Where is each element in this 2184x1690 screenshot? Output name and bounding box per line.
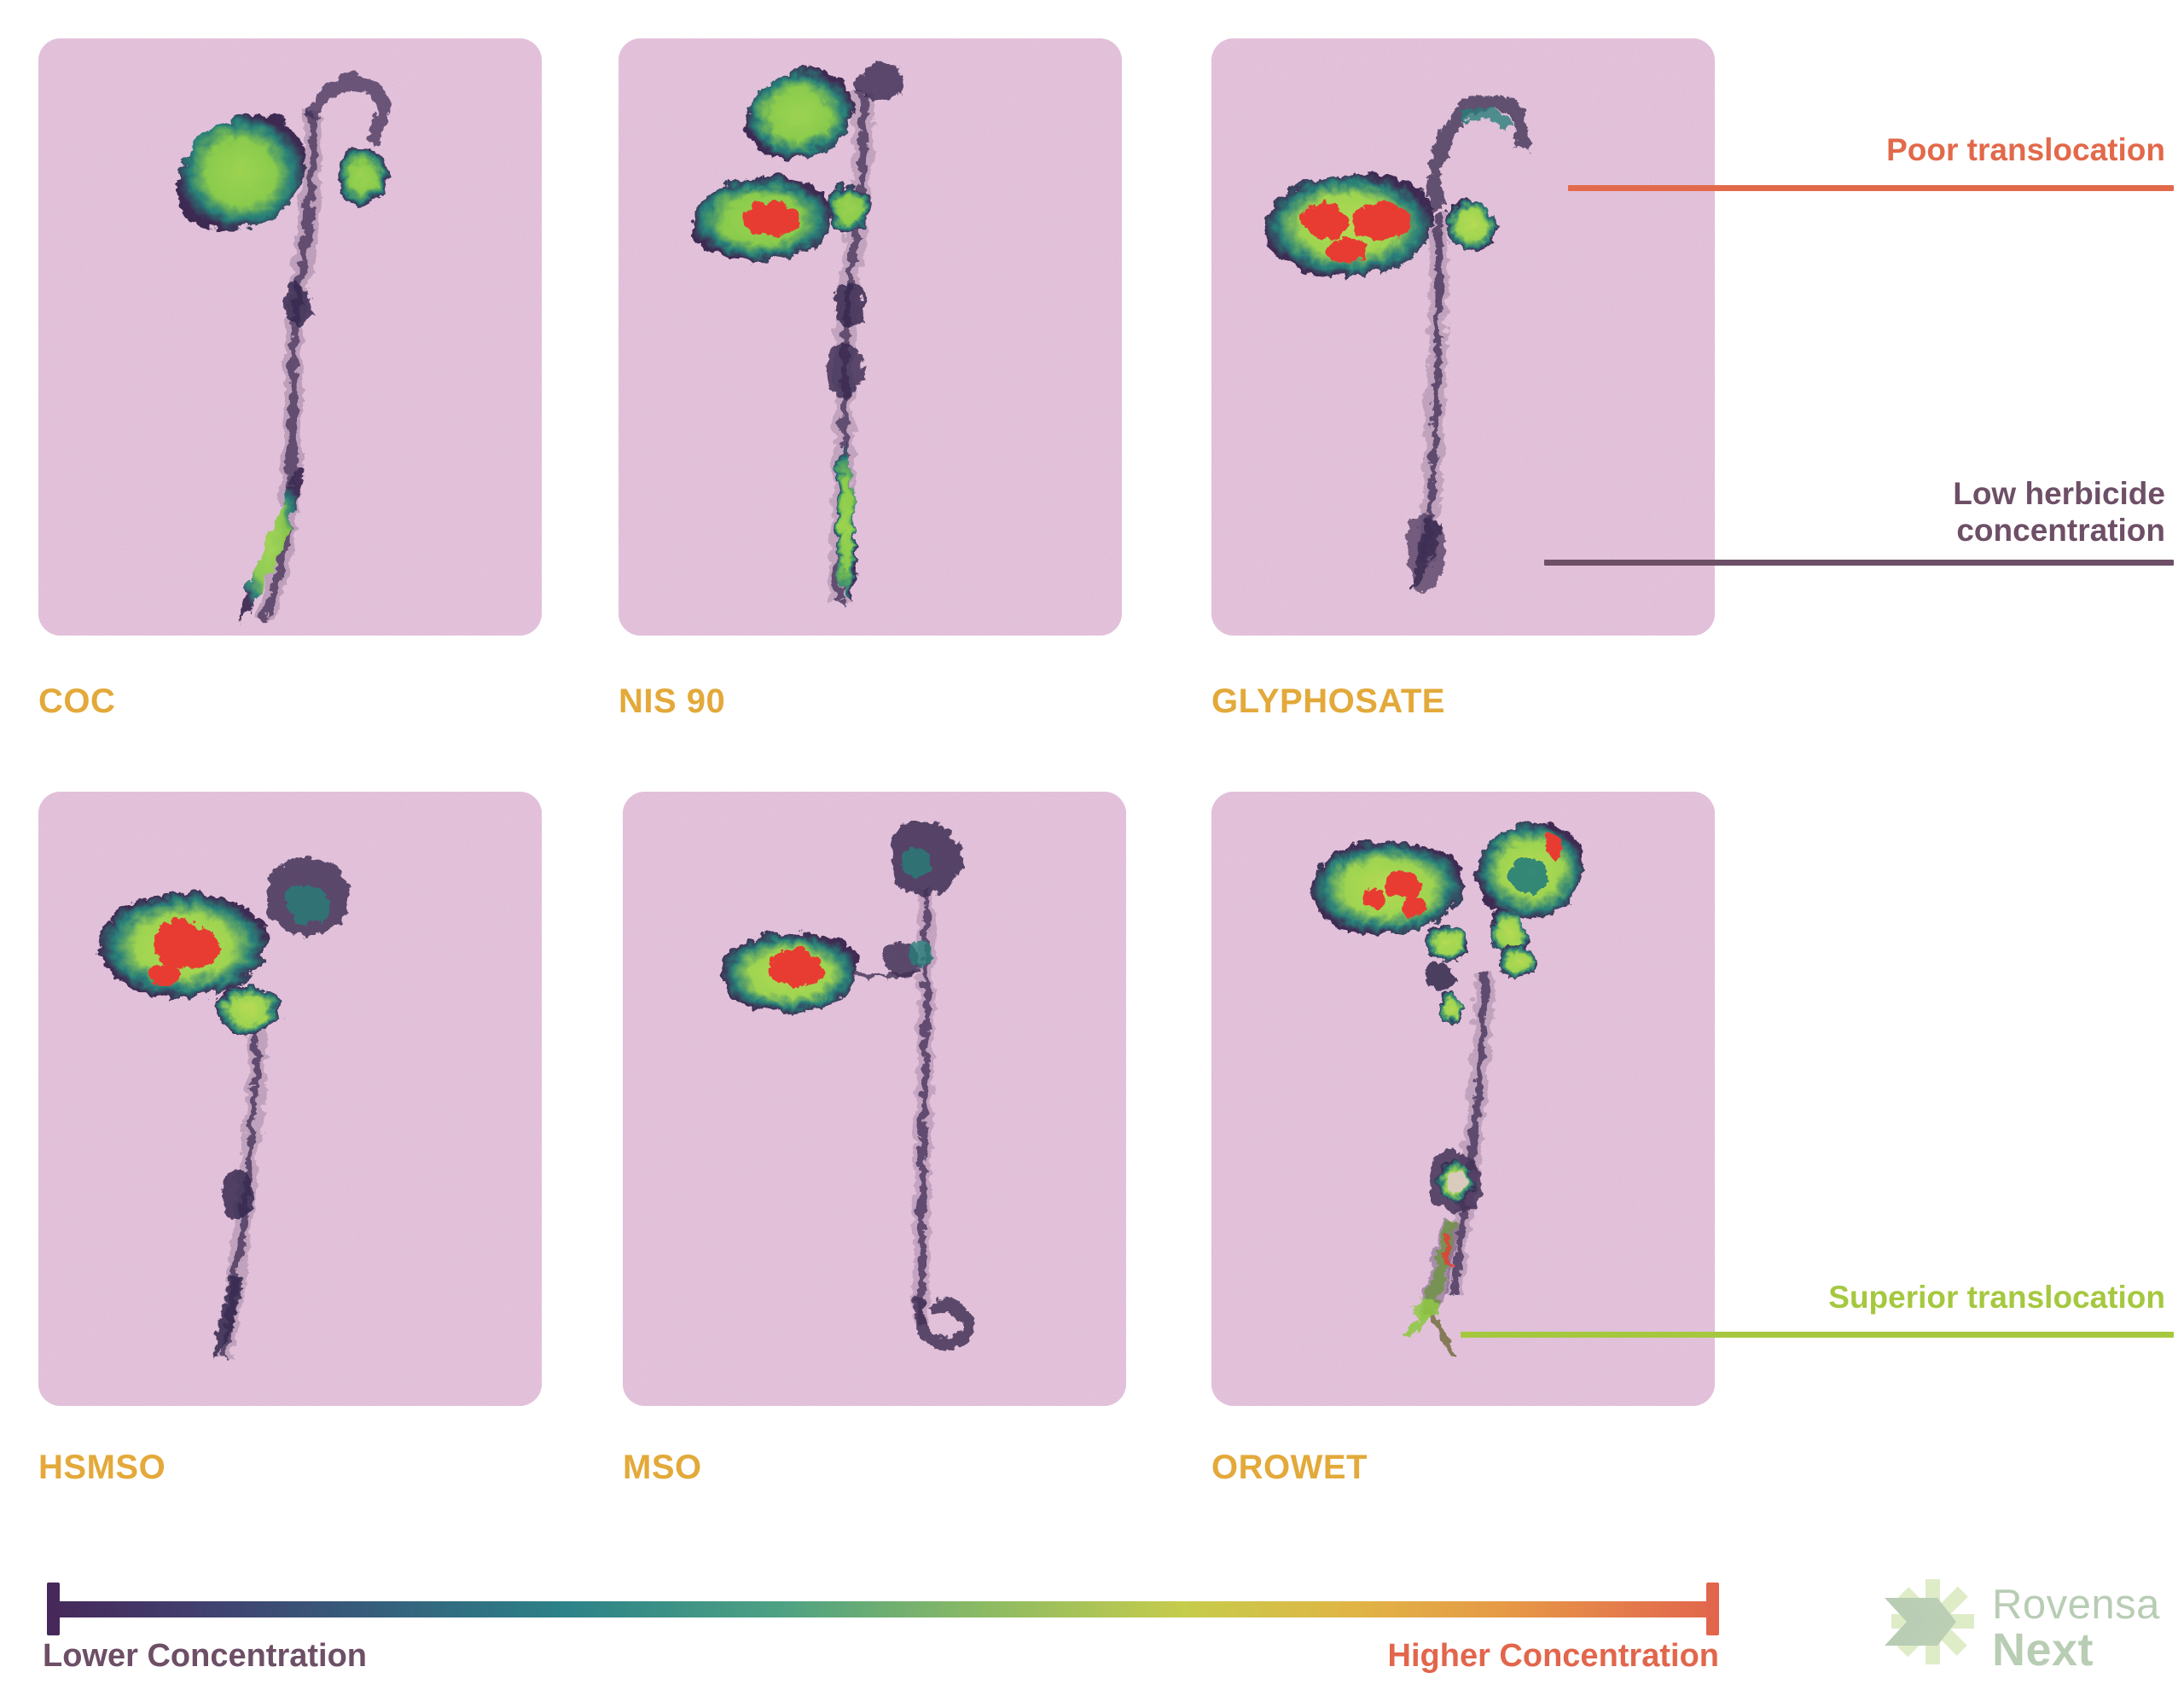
panel-hsmso [38, 792, 542, 1406]
panel-glyphosate [1211, 38, 1715, 636]
asterisk-arrow-icon [1885, 1579, 1974, 1664]
panel-caption-hsmso: HSMSO [38, 1449, 166, 1486]
concentration-colorbar [47, 1601, 1719, 1617]
panel-orowet [1211, 792, 1715, 1406]
colorbar-low-cap [47, 1583, 60, 1635]
panel-caption-nis90: NIS 90 [619, 682, 726, 720]
logo-name-bottom: Next [1992, 1624, 2094, 1675]
colorbar-high-label: Higher Concentration [1387, 1638, 1719, 1674]
autoradiograph-glyphosate [1211, 38, 1715, 636]
autoradiograph-orowet [1211, 792, 1715, 1406]
annotation-low-concentration-leader [1544, 560, 2174, 566]
annotation-low-concentration-label: Low herbicide concentration [1953, 476, 2165, 548]
colorbar-high-cap [1706, 1583, 1719, 1635]
autoradiograph-coc [38, 38, 542, 636]
logo-name-top: Rovensa [1992, 1582, 2160, 1628]
annotation-superior-translocation-label: Superior translocation [1828, 1280, 2165, 1315]
annotation-superior-translocation-leader [1461, 1332, 2174, 1338]
panel-nis90 [619, 38, 1122, 636]
panel-caption-glyphosate: GLYPHOSATE [1211, 682, 1445, 720]
panel-caption-coc: COC [38, 682, 116, 720]
panel-caption-mso: MSO [623, 1449, 702, 1486]
annotation-poor-translocation-label: Poor translocation [1886, 132, 2165, 167]
colorbar-low-label: Lower Concentration [43, 1638, 368, 1674]
autoradiograph-mso [623, 792, 1126, 1406]
rovensa-next-logo: Rovensa Next [1881, 1574, 2163, 1675]
autoradiograph-hsmso [38, 792, 542, 1406]
panel-caption-orowet: OROWET [1211, 1449, 1368, 1486]
panel-mso [623, 792, 1126, 1406]
autoradiograph-nis90 [619, 38, 1122, 636]
logo-svg: Rovensa Next [1885, 1579, 2160, 1675]
panel-coc [38, 38, 542, 636]
annotation-poor-translocation-leader [1568, 185, 2174, 191]
